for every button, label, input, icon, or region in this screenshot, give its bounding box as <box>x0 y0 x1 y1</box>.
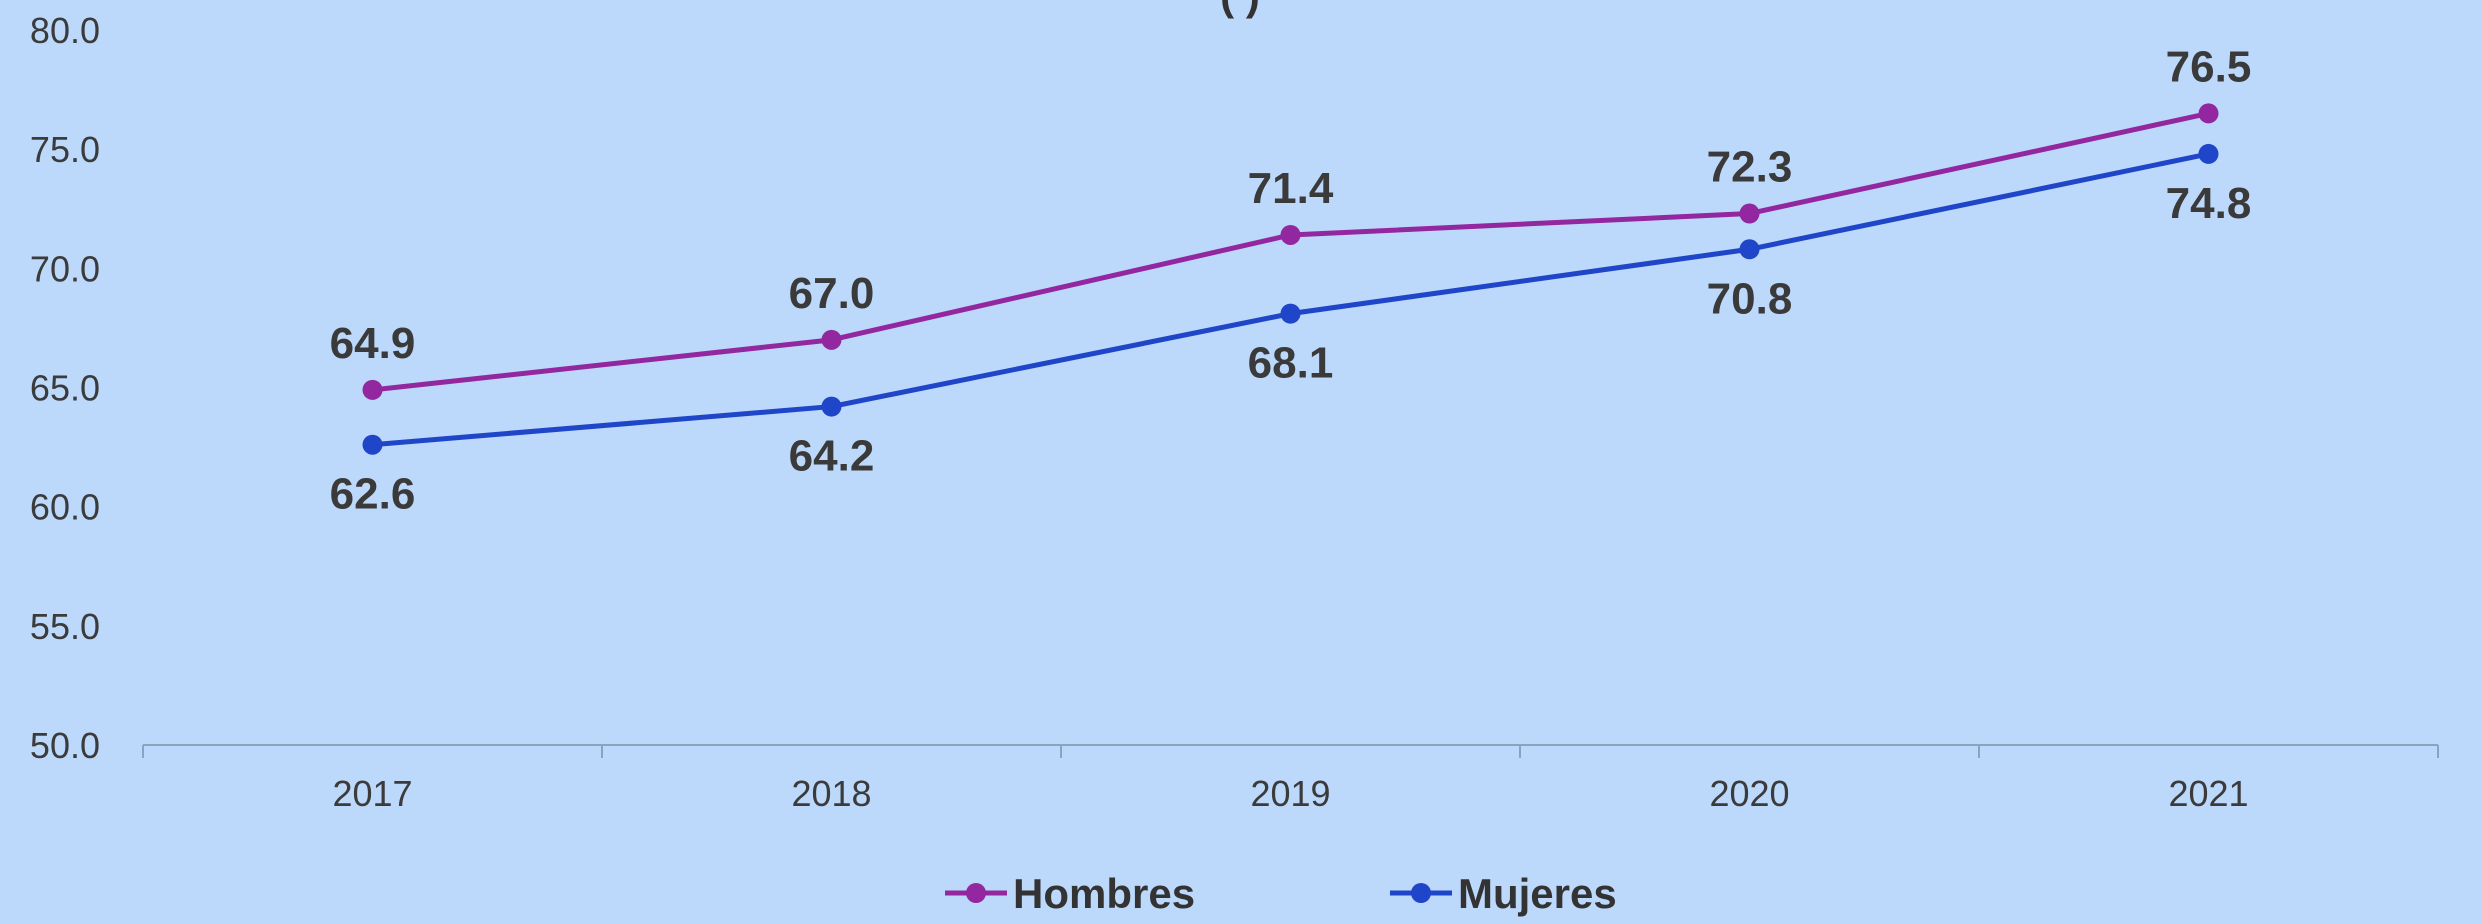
y-tick-label: 50.0 <box>30 725 100 766</box>
data-label-hombres: 72.3 <box>1707 143 1793 192</box>
legend-marker <box>966 883 986 903</box>
legend-item-mujeres: Mujeres <box>1390 870 1617 917</box>
data-label-mujeres: 74.8 <box>2166 179 2252 228</box>
y-tick-label: 65.0 <box>30 368 100 409</box>
data-point-mujeres <box>362 434 383 455</box>
y-tick-label: 55.0 <box>30 606 100 647</box>
data-point-mujeres <box>2198 143 2219 164</box>
data-label-layer: 64.9 67.0 71.4 72.3 76.5 62.6 64.2 68.1 70.8 74.8 <box>330 42 2252 518</box>
legend-label: Hombres <box>1013 870 1195 917</box>
x-tick-label: 2021 <box>2168 773 2248 814</box>
data-label-hombres: 67.0 <box>789 269 875 318</box>
data-label-hombres: 64.9 <box>330 319 416 368</box>
x-tick-label: 2020 <box>1709 773 1789 814</box>
data-point-hombres <box>1739 203 1760 224</box>
data-label-mujeres: 62.6 <box>330 470 416 519</box>
data-point-mujeres <box>1280 303 1301 324</box>
data-label-mujeres: 68.1 <box>1248 339 1334 388</box>
data-point-mujeres <box>1739 239 1760 260</box>
legend: Hombres Mujeres <box>945 870 1617 917</box>
y-tick-label: 70.0 <box>30 248 100 289</box>
data-label-hombres: 71.4 <box>1248 164 1334 213</box>
data-point-hombres <box>1280 224 1301 245</box>
y-tick-label: 60.0 <box>30 487 100 528</box>
data-label-mujeres: 70.8 <box>1707 274 1793 323</box>
data-point-mujeres <box>821 396 842 417</box>
data-point-hombres <box>2198 103 2219 124</box>
data-point-hombres <box>821 329 842 350</box>
data-point-hombres <box>362 379 383 400</box>
data-label-hombres: 76.5 <box>2166 42 2252 91</box>
series-layer <box>362 103 2219 455</box>
x-tick-label: 2018 <box>791 773 871 814</box>
x-tick-label: 2017 <box>332 773 412 814</box>
y-tick-label: 80.0 <box>30 10 100 51</box>
x-tick-label: 2019 <box>1250 773 1330 814</box>
y-tick-label: 75.0 <box>30 129 100 170</box>
axis-layer: 50.0 55.0 60.0 65.0 70.0 75.0 80.0 2017 2018 2019… <box>30 10 2439 814</box>
chart-title-layer: ( ) <box>1220 0 1260 19</box>
legend-label: Mujeres <box>1458 870 1617 917</box>
legend-item-hombres: Hombres <box>945 870 1195 917</box>
data-label-mujeres: 64.2 <box>789 432 875 481</box>
legend-marker <box>1411 883 1431 903</box>
chart-title-fragment: ( ) <box>1220 0 1260 19</box>
